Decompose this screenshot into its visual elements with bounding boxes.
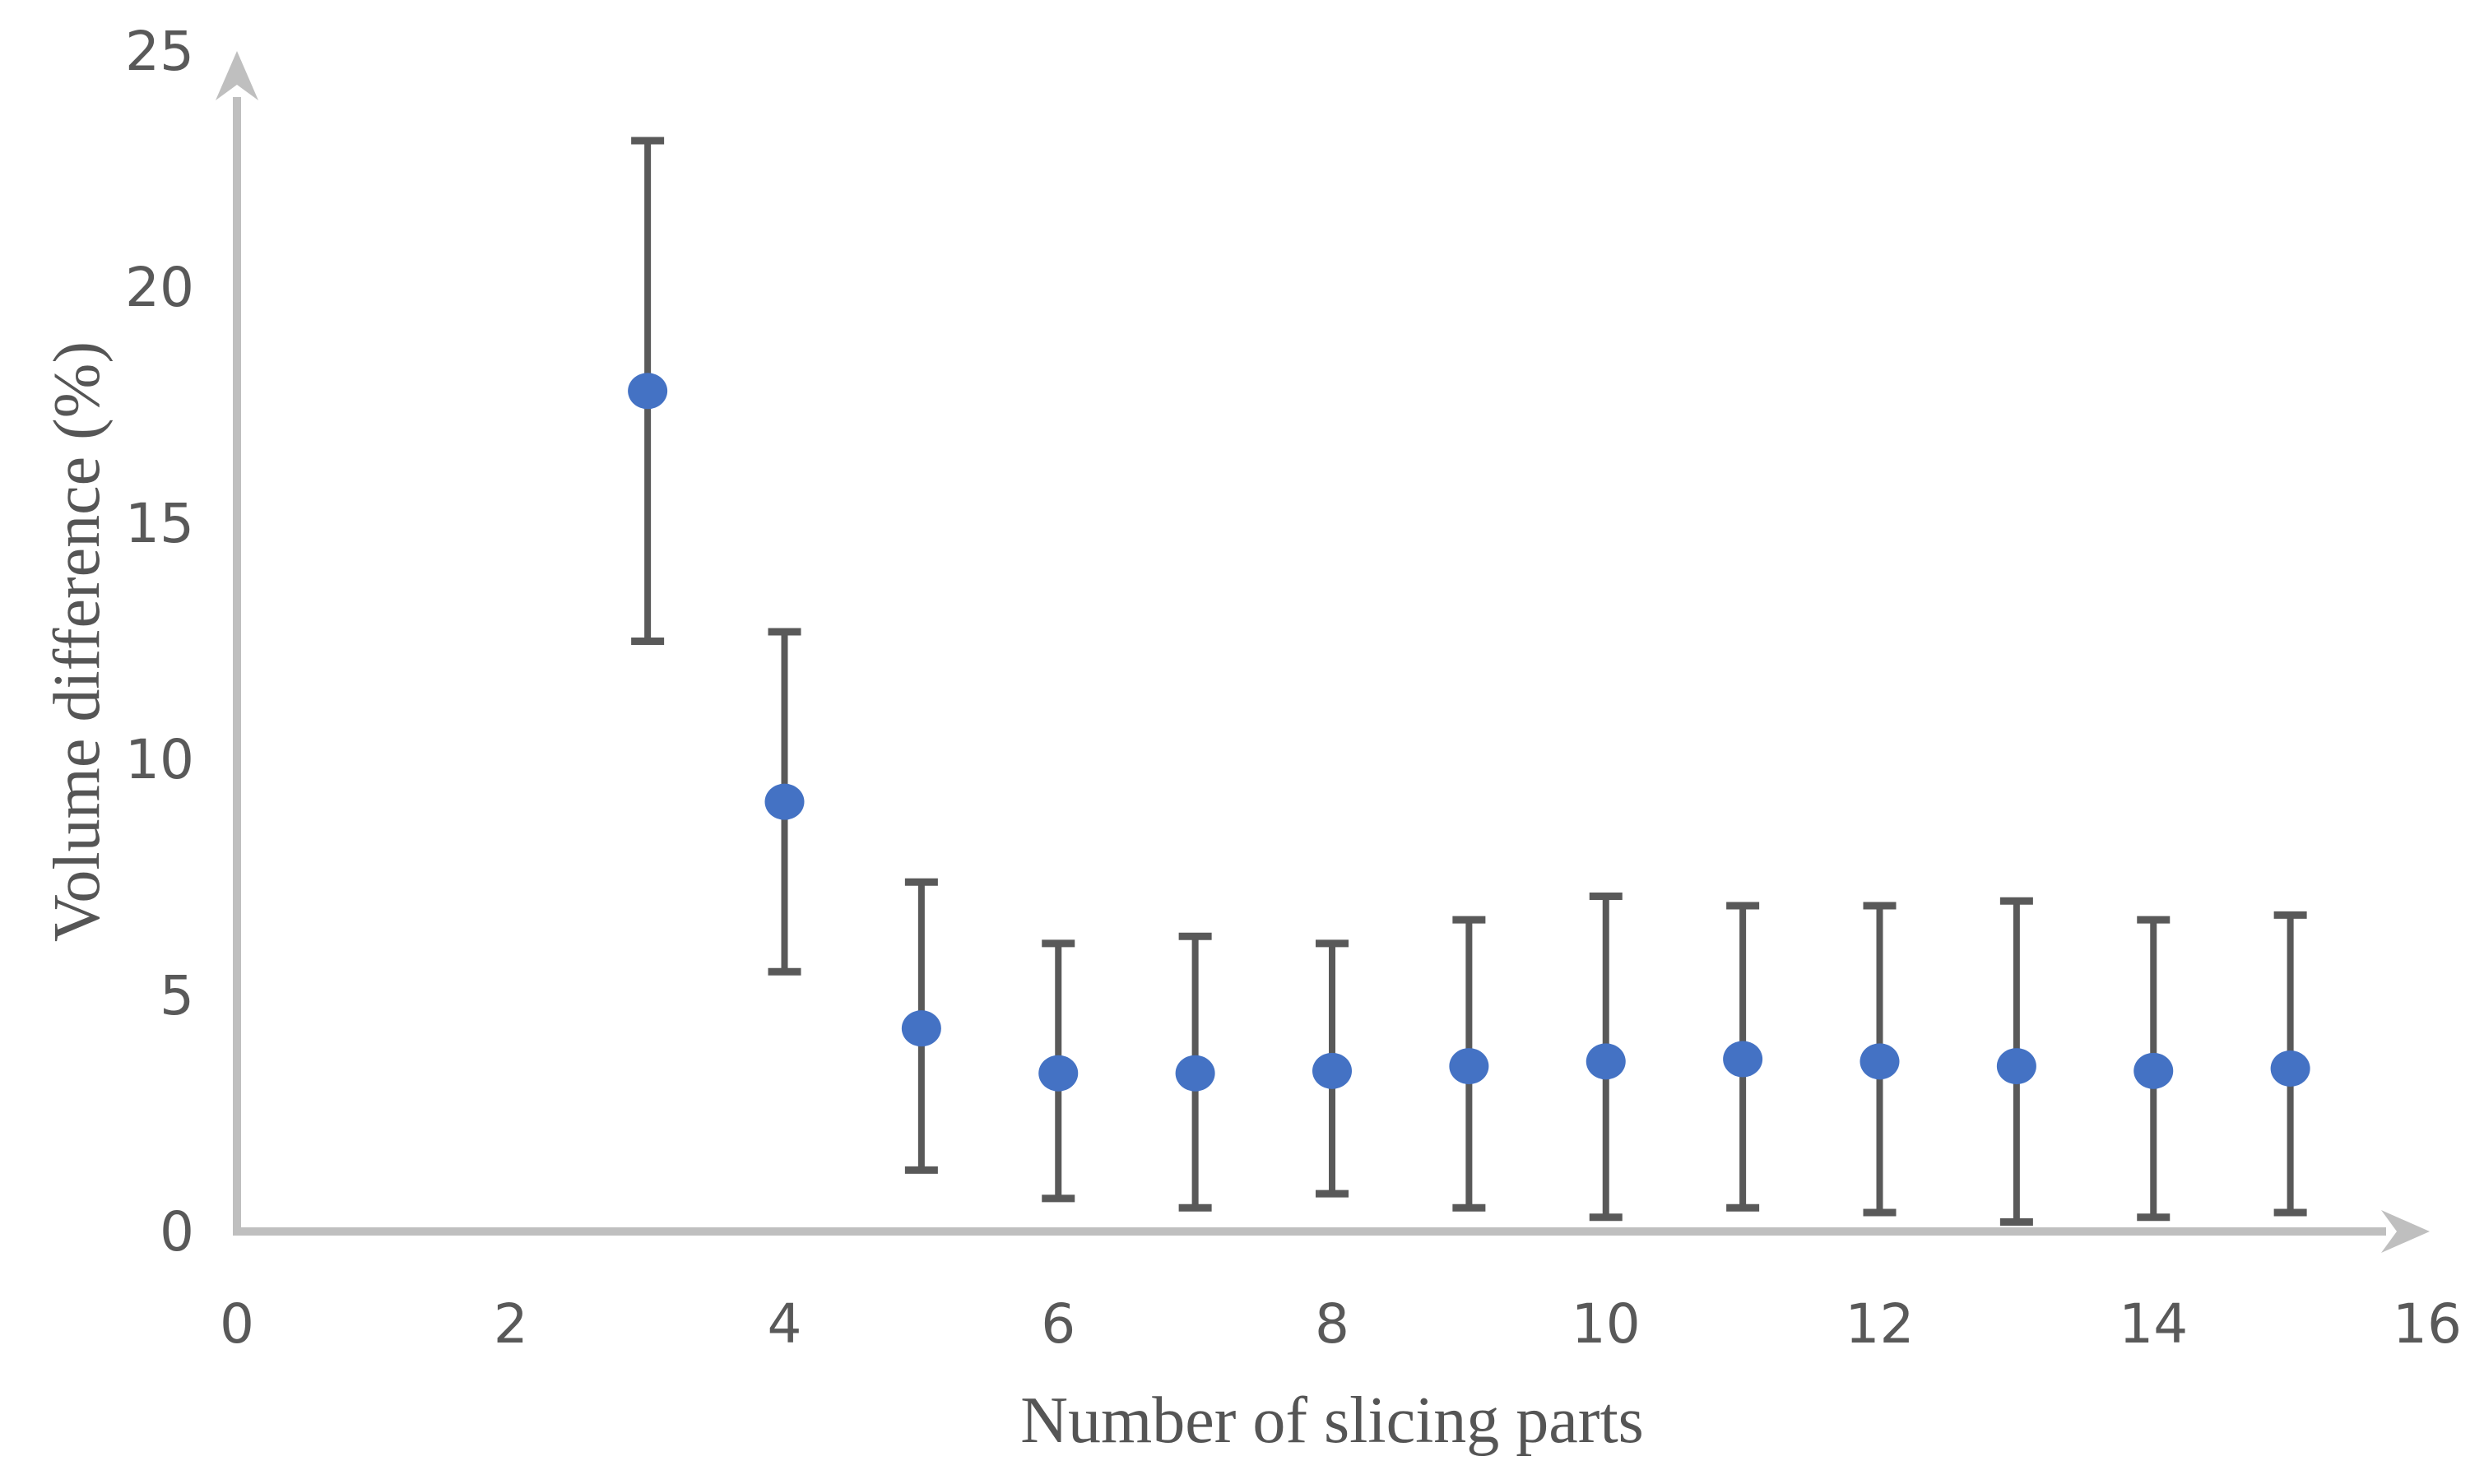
- data-point-marker: [1586, 1043, 1626, 1080]
- data-point-marker: [1996, 1048, 2036, 1085]
- x-tick-label: 12: [1846, 1292, 1915, 1356]
- y-tick-label: 15: [125, 492, 194, 555]
- data-point-marker: [628, 373, 668, 410]
- data-point-marker: [1312, 1052, 1352, 1089]
- series-layer: [628, 137, 2310, 1227]
- y-tick-label: 20: [125, 256, 194, 319]
- x-tick-label: 4: [768, 1292, 802, 1356]
- data-point-marker: [1449, 1048, 1489, 1085]
- x-tick-label: 14: [2119, 1292, 2188, 1356]
- x-axis-title: Number of slicing parts: [1020, 1384, 1644, 1457]
- x-tick-label: 0: [220, 1292, 254, 1356]
- data-point-marker: [1175, 1055, 1215, 1092]
- data-point-marker: [2270, 1050, 2310, 1087]
- x-tick-label: 16: [2393, 1292, 2462, 1356]
- y-axis-title: Volume difference (%): [41, 341, 114, 942]
- data-point-marker: [1723, 1041, 1763, 1078]
- data-point-marker: [1860, 1043, 1900, 1080]
- x-tick-label: 2: [494, 1292, 528, 1356]
- x-tick-label: 6: [1041, 1292, 1075, 1356]
- data-point-marker: [2133, 1052, 2174, 1089]
- y-tick-label: 0: [160, 1200, 194, 1264]
- x-tick-label: 8: [1315, 1292, 1349, 1356]
- x-tick-label: 10: [1572, 1292, 1641, 1356]
- ticks-layer: 0 5 10 15 20 25 0 2 4 6 8 10 12 14 16: [125, 20, 2462, 1356]
- y-tick-label: 10: [125, 728, 194, 791]
- y-tick-label: 25: [125, 20, 194, 83]
- y-tick-label: 5: [160, 964, 194, 1027]
- data-point-marker: [1038, 1055, 1079, 1092]
- data-point-marker: [764, 783, 805, 820]
- data-point-marker: [901, 1010, 941, 1047]
- y-axis-arrow-icon: [216, 51, 258, 100]
- axes-layer: [216, 51, 2430, 1253]
- x-axis-arrow-icon: [2381, 1210, 2430, 1253]
